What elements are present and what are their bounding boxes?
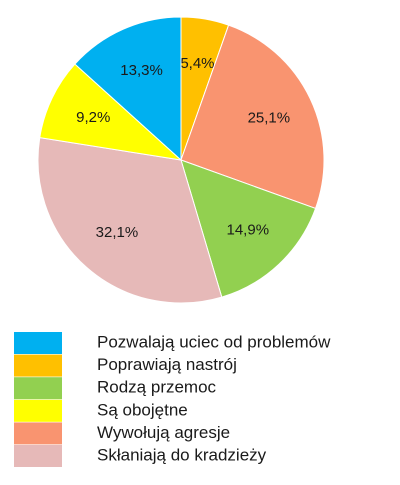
legend-label: Wywołują agresje <box>97 423 230 442</box>
data-label: 13,3% <box>120 62 163 79</box>
legend-swatch <box>14 422 62 445</box>
data-label: 14,9% <box>227 222 270 239</box>
legend-label: Pozwalają uciec od problemów <box>97 332 331 351</box>
data-label: 5,4% <box>180 55 214 72</box>
data-label: 32,1% <box>96 224 139 241</box>
legend-label: Są obojętne <box>97 400 188 419</box>
pie-slice <box>180 159 317 298</box>
legend-label: Rodzą przemoc <box>97 378 217 397</box>
legend-swatch <box>14 445 62 467</box>
legend-label: Skłaniają do kradzieży <box>97 445 267 464</box>
data-label: 9,2% <box>76 109 110 126</box>
legend-swatch <box>14 377 62 400</box>
legend-swatch <box>14 332 62 354</box>
data-label: 25,1% <box>248 109 291 126</box>
legend-swatch <box>14 354 62 377</box>
pie-slice <box>74 16 182 162</box>
pie-slice <box>180 24 325 210</box>
pie-slice <box>39 63 183 161</box>
legend-swatch <box>14 399 62 422</box>
pie-slice <box>37 137 223 304</box>
legend-label: Poprawiają nastrój <box>97 355 237 374</box>
